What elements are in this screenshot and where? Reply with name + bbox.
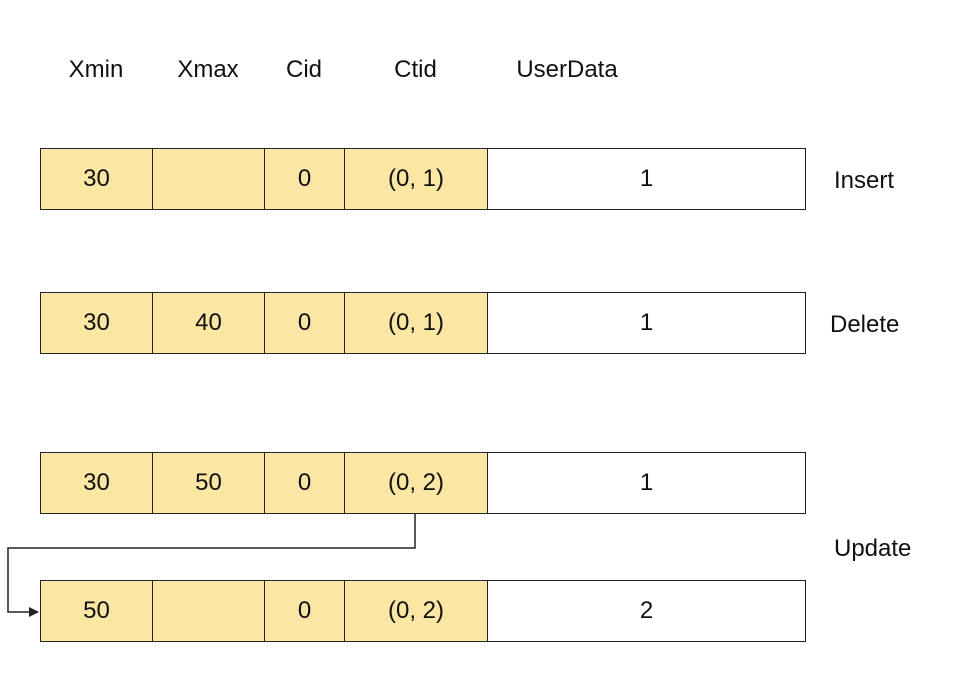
header-ctid: Ctid xyxy=(394,56,437,83)
op-label-update: Update xyxy=(834,535,912,562)
tuple-row-update-old: 30 50 0 (0, 2) 1 xyxy=(40,452,806,514)
op-label-insert: Insert xyxy=(834,167,895,194)
cell-xmax: 40 xyxy=(153,293,265,353)
cell-xmin: 30 xyxy=(41,293,153,353)
cell-xmax xyxy=(153,581,265,641)
cell-xmax: 50 xyxy=(153,453,265,513)
cell-xmax xyxy=(153,149,265,209)
cell-xmin: 50 xyxy=(41,581,153,641)
cell-ctid: (0, 1) xyxy=(345,149,488,209)
cell-userdata: 2 xyxy=(488,581,805,641)
cell-cid: 0 xyxy=(265,453,345,513)
cell-xmin: 30 xyxy=(41,149,153,209)
tuple-row-update-new: 50 0 (0, 2) 2 xyxy=(40,580,806,642)
op-label-delete: Delete xyxy=(830,311,900,338)
cell-ctid: (0, 2) xyxy=(345,581,488,641)
header-xmax: Xmax xyxy=(177,56,239,83)
tuple-row-insert: 30 0 (0, 1) 1 xyxy=(40,148,806,210)
cell-cid: 0 xyxy=(265,293,345,353)
header-userdata: UserData xyxy=(516,56,618,83)
cell-cid: 0 xyxy=(265,581,345,641)
header-cid: Cid xyxy=(285,56,322,83)
cell-userdata: 1 xyxy=(488,149,805,209)
cell-cid: 0 xyxy=(265,149,345,209)
tuple-row-delete: 30 40 0 (0, 1) 1 xyxy=(40,292,806,354)
header-xmin: Xmin xyxy=(68,56,124,83)
cell-ctid: (0, 1) xyxy=(345,293,488,353)
cell-userdata: 1 xyxy=(488,293,805,353)
cell-ctid: (0, 2) xyxy=(345,453,488,513)
cell-userdata: 1 xyxy=(488,453,805,513)
cell-xmin: 30 xyxy=(41,453,153,513)
